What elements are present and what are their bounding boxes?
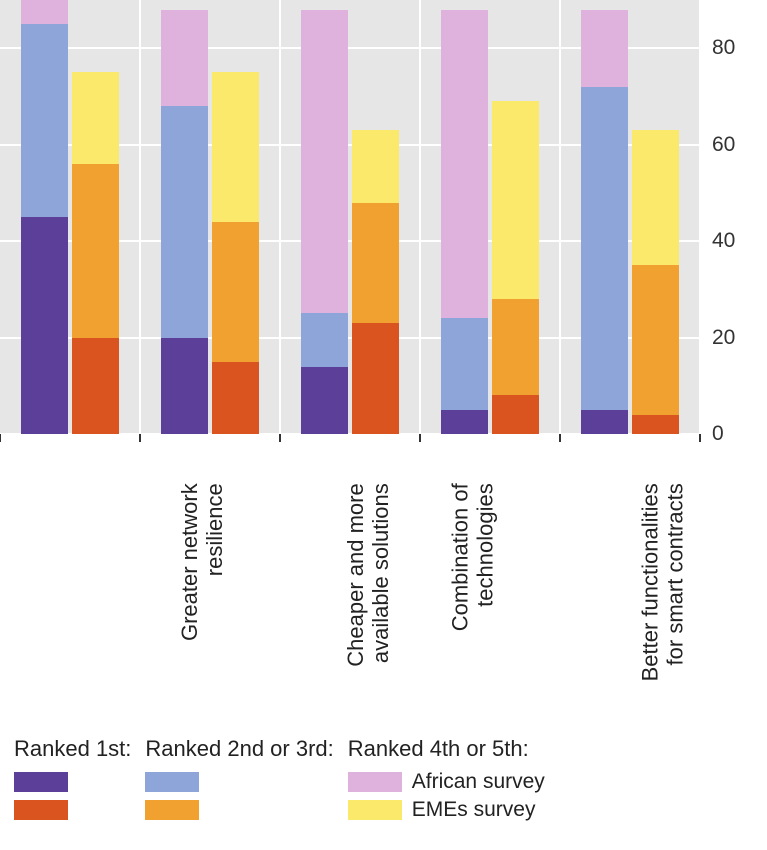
x-tick bbox=[419, 434, 421, 442]
y-tick-label: 20 bbox=[712, 326, 735, 350]
gridline-vertical bbox=[139, 0, 141, 434]
legend: Ranked 1st: Ranked 2nd or 3rd: Ranked 4th … bbox=[14, 736, 559, 826]
bar-segment bbox=[441, 410, 488, 434]
gridline-vertical bbox=[699, 0, 701, 434]
bar-segment bbox=[161, 338, 208, 434]
legend-title: Ranked 4th or 5th: bbox=[348, 736, 545, 762]
bar-segment bbox=[581, 410, 628, 434]
x-tick bbox=[139, 434, 141, 442]
legend-label: African survey bbox=[412, 770, 545, 794]
y-tick-label: 0 bbox=[712, 422, 724, 446]
legend-row: African survey bbox=[348, 770, 545, 794]
y-tick-label: 60 bbox=[712, 133, 735, 157]
x-category-label: Greater network resilience bbox=[177, 483, 228, 641]
legend-column: Ranked 1st: bbox=[14, 736, 131, 826]
plot-area bbox=[0, 0, 700, 434]
bar-segment bbox=[212, 222, 259, 362]
legend-row bbox=[145, 770, 333, 794]
bar-segment bbox=[161, 106, 208, 337]
bar-segment bbox=[21, 0, 68, 24]
bar-segment bbox=[161, 10, 208, 106]
bar-segment bbox=[212, 362, 259, 434]
bar-segment bbox=[581, 10, 628, 87]
bar-segment bbox=[352, 323, 399, 434]
bar-segment bbox=[492, 395, 539, 434]
bar-segment bbox=[301, 313, 348, 366]
legend-row bbox=[14, 770, 131, 794]
bar-segment bbox=[441, 10, 488, 319]
legend-row bbox=[145, 798, 333, 822]
bar-segment bbox=[632, 130, 679, 265]
legend-swatch bbox=[14, 772, 68, 792]
x-category-label: Cheaper and more available solutions bbox=[343, 483, 394, 666]
x-tick bbox=[0, 434, 1, 442]
legend-title: Ranked 1st: bbox=[14, 736, 131, 762]
legend-swatch bbox=[348, 772, 402, 792]
bar-segment bbox=[301, 367, 348, 435]
bar-segment bbox=[21, 24, 68, 217]
bar-segment bbox=[72, 164, 119, 338]
bar-segment bbox=[492, 101, 539, 299]
x-tick bbox=[279, 434, 281, 442]
bar-segment bbox=[632, 415, 679, 434]
y-tick-label: 80 bbox=[712, 36, 735, 60]
bar-segment bbox=[72, 338, 119, 434]
bar-segment bbox=[72, 72, 119, 164]
bar-segment bbox=[352, 130, 399, 202]
x-tick bbox=[559, 434, 561, 442]
gridline-vertical bbox=[279, 0, 281, 434]
legend-row bbox=[14, 798, 131, 822]
bar-segment bbox=[492, 299, 539, 395]
legend-row: EMEs survey bbox=[348, 798, 545, 822]
legend-swatch bbox=[348, 800, 402, 820]
bar-segment bbox=[441, 318, 488, 410]
bar-segment bbox=[632, 265, 679, 414]
y-tick-label: 40 bbox=[712, 229, 735, 253]
bar-segment bbox=[352, 203, 399, 324]
legend-swatch bbox=[145, 772, 199, 792]
bar-segment bbox=[301, 10, 348, 314]
legend-label: EMEs survey bbox=[412, 798, 536, 822]
bar-segment bbox=[21, 217, 68, 434]
legend-column: Ranked 4th or 5th: African survey EMEs sur… bbox=[348, 736, 545, 826]
legend-title: Ranked 2nd or 3rd: bbox=[145, 736, 333, 762]
legend-column: Ranked 2nd or 3rd: bbox=[145, 736, 333, 826]
legend-swatch bbox=[14, 800, 68, 820]
gridline-vertical bbox=[419, 0, 421, 434]
legend-swatch bbox=[145, 800, 199, 820]
x-category-label: Combination of technologies bbox=[447, 483, 498, 631]
x-category-label: Better functionalities for smart contrac… bbox=[638, 483, 689, 681]
chart-container: 0 20 40 60 80 Greater network resilience Chea… bbox=[0, 0, 767, 850]
gridline-vertical bbox=[559, 0, 561, 434]
bar-segment bbox=[581, 87, 628, 410]
bar-segment bbox=[212, 72, 259, 221]
x-tick bbox=[699, 434, 701, 442]
